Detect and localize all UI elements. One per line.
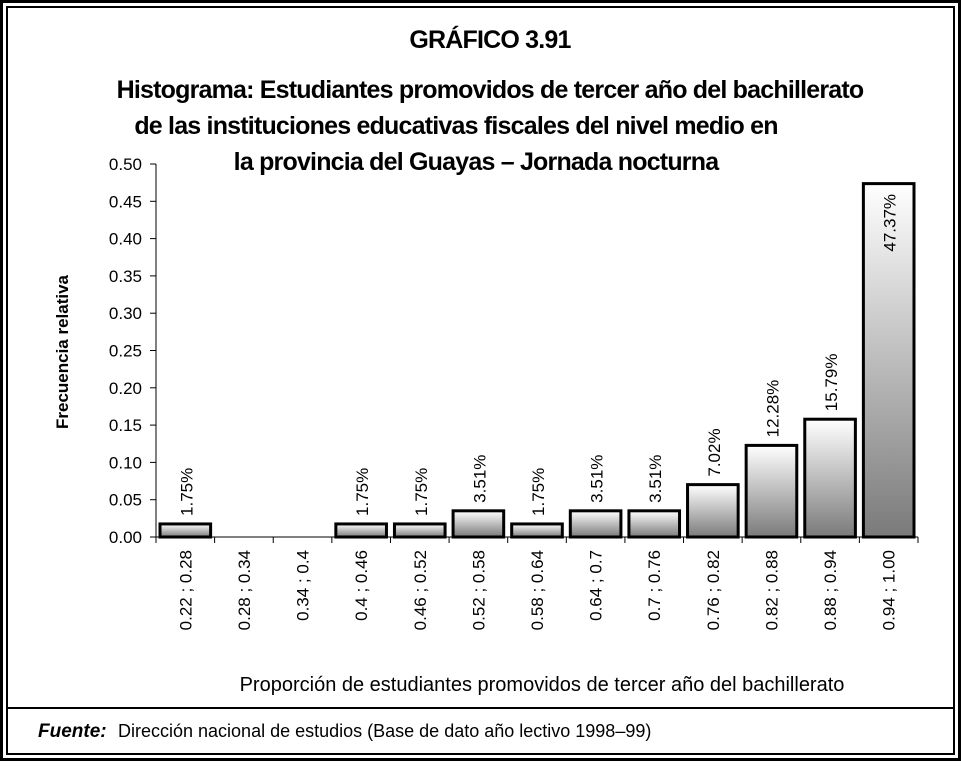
- source-label: Fuente:: [38, 721, 107, 742]
- chart-subtitle: de las instituciones educativas fiscales…: [134, 112, 777, 140]
- x-tick-label: 0.88 ; 0.94: [821, 550, 840, 630]
- y-axis-label: Frecuencia relativa: [53, 274, 72, 429]
- chart-subtitle: Histograma: Estudiantes promovidos de te…: [117, 76, 864, 104]
- x-tick-label: 0.4 ; 0.46: [352, 550, 371, 621]
- y-tick-label: 0.15: [109, 416, 142, 435]
- x-tick-label: 0.7 ; 0.76: [645, 550, 664, 621]
- x-tick-label: 0.46 ; 0.52: [411, 550, 430, 630]
- value-label: 12.28%: [763, 380, 782, 438]
- bar: [803, 417, 857, 539]
- bar: [158, 522, 213, 539]
- bar: [627, 509, 682, 539]
- value-label: 15.79%: [822, 354, 841, 412]
- chart-title: GRÁFICO 3.91: [409, 25, 571, 54]
- bar: [392, 522, 447, 539]
- value-label: 1.75%: [353, 468, 372, 516]
- value-label: 3.51%: [646, 455, 665, 503]
- x-tick-label: 0.22 ; 0.28: [176, 550, 195, 630]
- bar: [451, 509, 506, 539]
- y-tick-label: 0.30: [109, 304, 142, 323]
- y-tick-label: 0.25: [109, 342, 142, 361]
- bar: [744, 443, 799, 539]
- bar: [334, 522, 388, 539]
- y-tick-label: 0.00: [109, 528, 142, 547]
- y-tick-label: 0.05: [109, 491, 142, 510]
- value-label: 1.75%: [529, 468, 548, 516]
- y-tick-label: 0.10: [109, 453, 142, 472]
- y-tick-label: 0.40: [109, 230, 142, 249]
- x-tick-label: 0.52 ; 0.58: [469, 550, 488, 630]
- bar: [568, 509, 623, 539]
- value-label: 47.37%: [881, 194, 900, 252]
- bar: [510, 522, 564, 539]
- x-tick-label: 0.94 ; 1.00: [880, 550, 899, 630]
- y-tick-label: 0.35: [109, 267, 142, 286]
- value-label: 1.75%: [412, 468, 431, 516]
- x-tick-label: 0.28 ; 0.34: [235, 550, 254, 630]
- x-axis-label: Proporción de estudiantes promovidos de …: [240, 674, 845, 696]
- bar: [686, 483, 740, 539]
- y-tick-label: 0.50: [109, 155, 142, 174]
- y-tick-label: 0.45: [109, 192, 142, 211]
- x-tick-label: 0.64 ; 0.7: [587, 550, 606, 621]
- value-label: 3.51%: [588, 455, 607, 503]
- y-tick-label: 0.20: [109, 379, 142, 398]
- x-tick-label: 0.82 ; 0.88: [762, 550, 781, 630]
- source-text: Dirección nacional de estudios (Base de …: [118, 721, 651, 741]
- frame: [6, 6, 955, 755]
- value-label: 3.51%: [470, 455, 489, 503]
- x-tick-label: 0.34 ; 0.4: [294, 550, 313, 621]
- value-label: 1.75%: [177, 468, 196, 516]
- value-label: 7.02%: [705, 428, 724, 476]
- x-tick-label: 0.58 ; 0.64: [528, 550, 547, 630]
- chart-subtitle: la provincia del Guayas – Jornada noctur…: [234, 148, 721, 176]
- bar: [861, 182, 916, 539]
- x-tick-label: 0.76 ; 0.82: [704, 550, 723, 630]
